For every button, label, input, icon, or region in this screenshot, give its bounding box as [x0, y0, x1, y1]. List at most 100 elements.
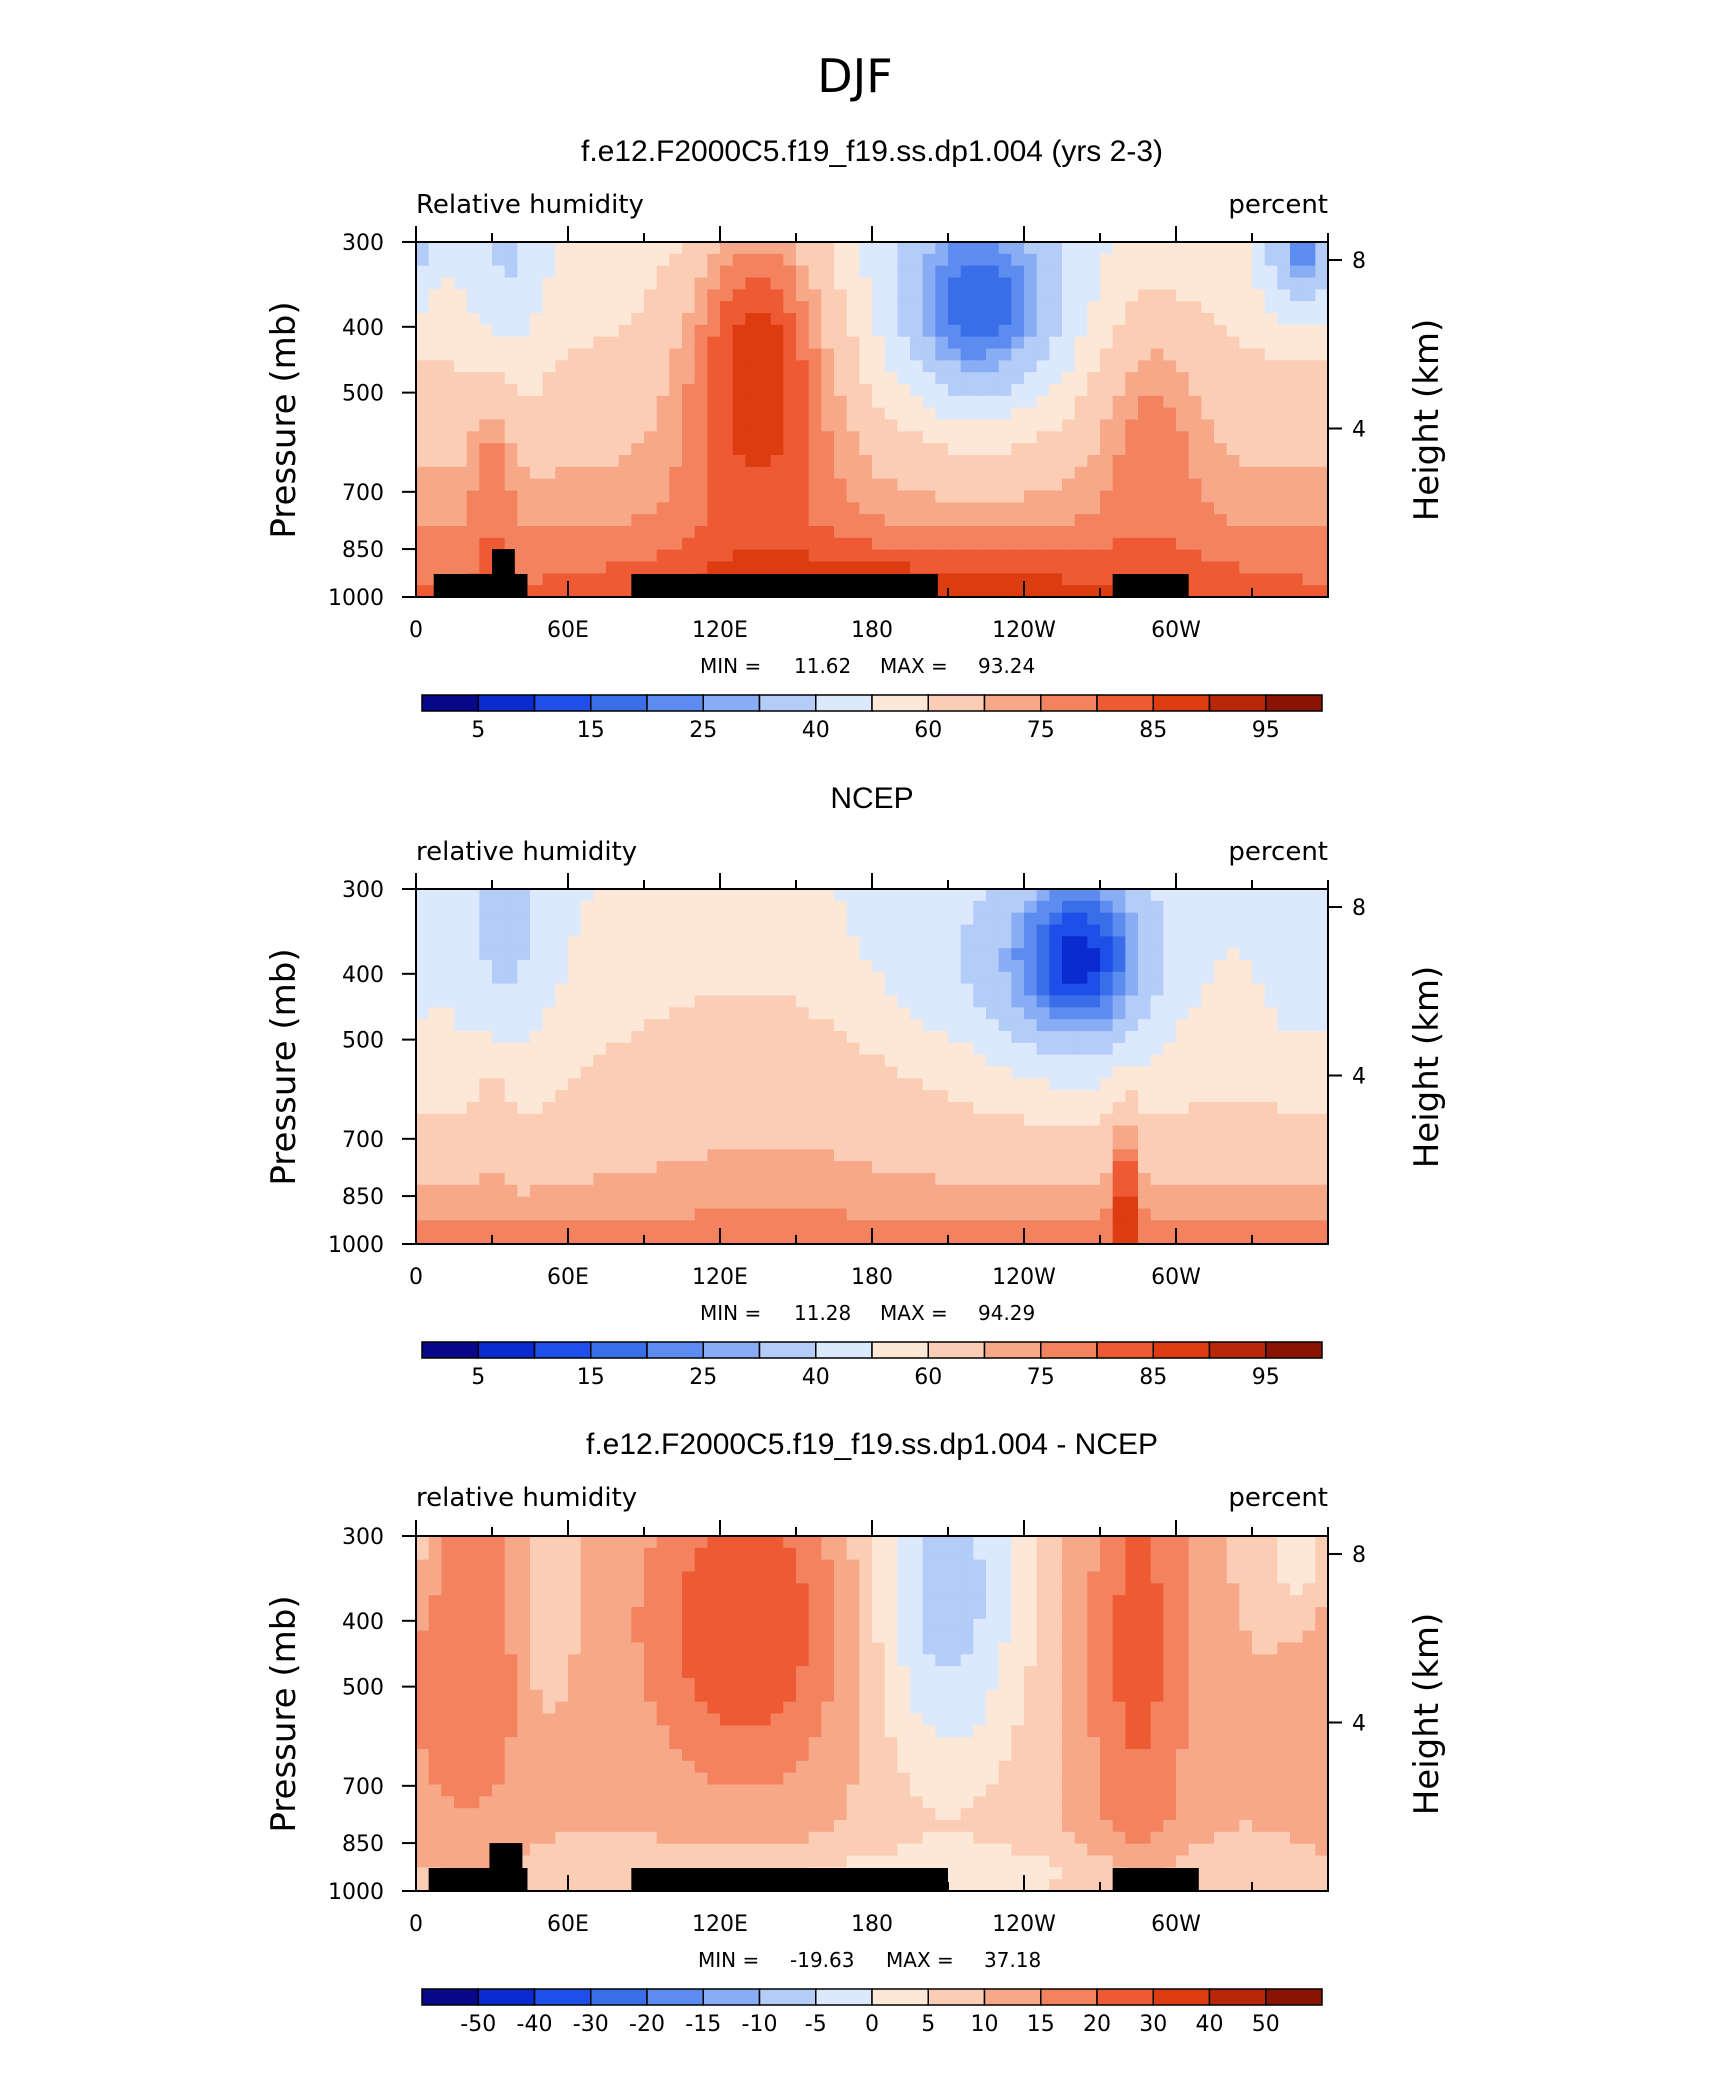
field-cell: [555, 573, 568, 585]
field-cell: [1024, 479, 1037, 491]
field-cell: [1062, 337, 1075, 349]
field-cell: [441, 1161, 454, 1173]
field-cell: [859, 1232, 872, 1244]
field-cell: [593, 491, 606, 503]
field-cell: [1201, 514, 1214, 526]
field-cell: [429, 313, 442, 325]
field-cell: [910, 1078, 923, 1090]
field-cell: [1049, 325, 1062, 337]
field-cell: [1214, 585, 1227, 597]
field-cell: [593, 1114, 606, 1126]
field-cell: [821, 266, 834, 278]
field-cell: [1037, 443, 1050, 455]
field-cell: [606, 1090, 619, 1102]
field-cell: [555, 1209, 568, 1221]
field-cell: [1100, 1102, 1113, 1114]
field-cell: [581, 1007, 594, 1019]
field-cell: [1011, 1019, 1024, 1031]
field-cell: [973, 1572, 986, 1584]
field-cell: [1049, 1548, 1062, 1560]
field-cell: [568, 1126, 581, 1138]
field-cell: [1163, 526, 1176, 538]
field-cell: [1011, 431, 1024, 443]
field-cell: [1062, 960, 1075, 972]
field-cell: [758, 289, 771, 301]
field-cell: [948, 948, 961, 960]
field-cell: [682, 996, 695, 1008]
field-cell: [923, 1185, 936, 1197]
field-cell: [1049, 1090, 1062, 1102]
field-cell: [1138, 266, 1151, 278]
field-cell: [872, 1007, 885, 1019]
field-cell: [1176, 384, 1189, 396]
field-cell: [1087, 901, 1100, 913]
field-cell: [910, 1043, 923, 1055]
field-cell: [809, 514, 822, 526]
field-cell: [606, 1149, 619, 1161]
field-cell: [1049, 301, 1062, 313]
field-cell: [505, 396, 518, 408]
field-cell: [961, 289, 974, 301]
field-cell: [1265, 514, 1278, 526]
field-cell: [923, 562, 936, 574]
field-cell: [885, 254, 898, 266]
field-cell: [783, 372, 796, 384]
field-cell: [885, 1114, 898, 1126]
field-cell: [416, 1067, 429, 1079]
field-cell: [771, 1031, 784, 1043]
field-cell: [517, 1078, 530, 1090]
field-cell: [644, 420, 657, 432]
field-cell: [441, 901, 454, 913]
field-cell: [1189, 1209, 1202, 1221]
field-cell: [657, 1560, 670, 1572]
field-cell: [644, 1572, 657, 1584]
field-cell: [1277, 1548, 1290, 1560]
field-cell: [1214, 1232, 1227, 1244]
field-cell: [834, 242, 847, 254]
field-cell: [1100, 1007, 1113, 1019]
field-cell: [517, 1126, 530, 1138]
field-cell: [467, 514, 480, 526]
field-cell: [416, 360, 429, 372]
field-cell: [429, 1090, 442, 1102]
field-cell: [847, 278, 860, 290]
field-cell: [505, 1114, 518, 1126]
field-cell: [1138, 431, 1151, 443]
field-cell: [935, 1149, 948, 1161]
field-cell: [758, 996, 771, 1008]
field-cell: [644, 1055, 657, 1067]
field-cell: [441, 1102, 454, 1114]
field-cell: [505, 1067, 518, 1079]
field-cell: [834, 889, 847, 901]
field-cell: [606, 996, 619, 1008]
field-cell: [733, 1232, 746, 1244]
field-cell: [923, 925, 936, 937]
field-cell: [1176, 313, 1189, 325]
colorbar-label: 5: [471, 1365, 485, 1390]
field-cell: [821, 1102, 834, 1114]
field-cell: [796, 550, 809, 562]
field-cell: [897, 313, 910, 325]
field-cell: [1011, 960, 1024, 972]
field-cell: [1303, 1197, 1316, 1209]
field-cell: [961, 396, 974, 408]
field-cell: [1163, 1126, 1176, 1138]
field-cell: [1303, 1548, 1316, 1560]
field-cell: [695, 1185, 708, 1197]
field-cell: [1100, 254, 1113, 266]
field-cell: [1163, 1595, 1176, 1607]
field-cell: [796, 408, 809, 420]
field-cell: [1227, 384, 1240, 396]
field-cell: [796, 242, 809, 254]
field-cell: [935, 242, 948, 254]
field-cell: [1151, 360, 1164, 372]
field-cell: [1075, 396, 1088, 408]
field-cell: [1290, 1149, 1303, 1161]
field-cell: [467, 936, 480, 948]
field-cell: [973, 1560, 986, 1572]
field-cell: [1315, 562, 1328, 574]
field-cell: [1214, 1078, 1227, 1090]
field-cell: [1201, 372, 1214, 384]
field-cell: [707, 936, 720, 948]
field-cell: [543, 1149, 556, 1161]
